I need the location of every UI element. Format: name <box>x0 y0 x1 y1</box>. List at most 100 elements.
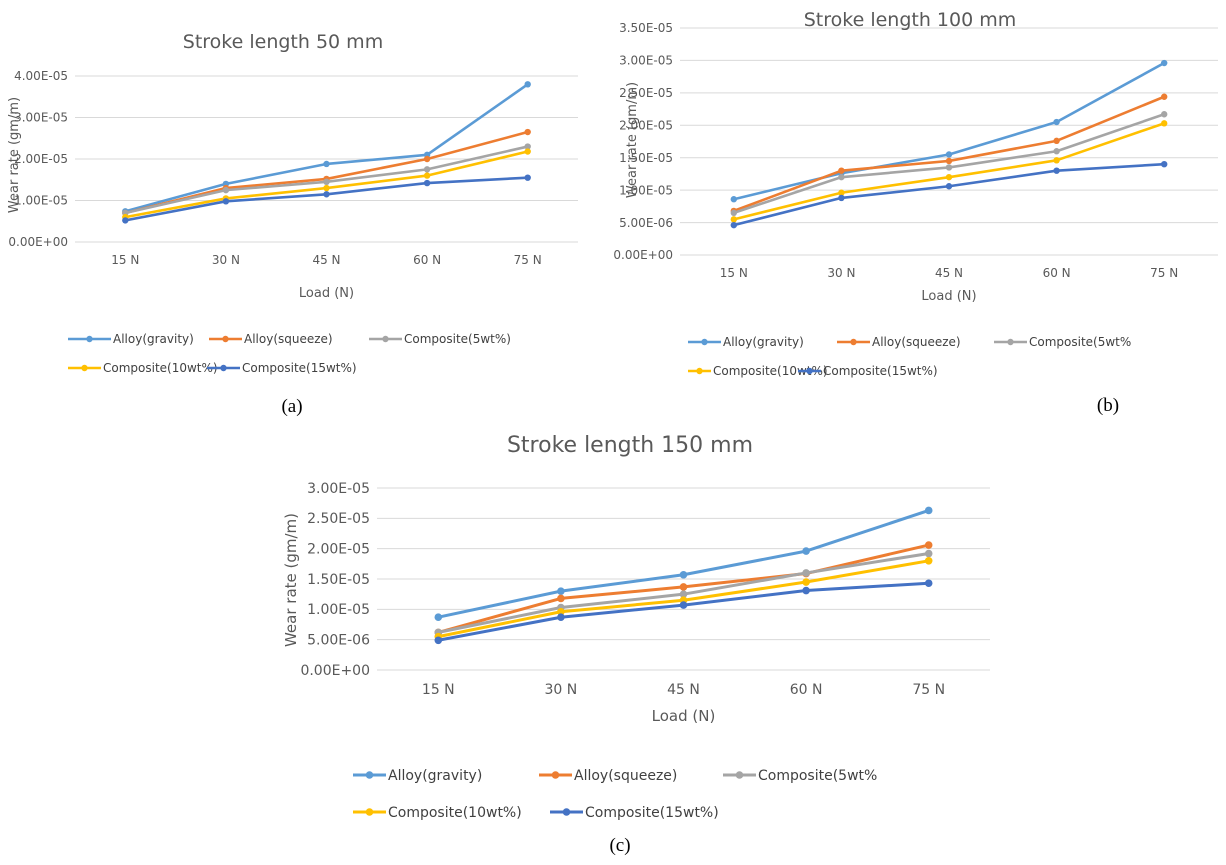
legend-label: Composite(5wt%) <box>404 332 511 346</box>
data-point <box>730 209 737 217</box>
x-tick-label: 15 N <box>720 266 748 280</box>
data-point <box>423 172 431 179</box>
legend-label: Composite(10wt%) <box>713 364 828 378</box>
y-axis-label: Wear rate (gm/m) <box>7 97 22 213</box>
y-axis-label: Wear rate (gm/m) <box>625 82 640 198</box>
y-tick-label: 1.00E-05 <box>307 602 370 618</box>
legend-label: Alloy(gravity) <box>723 335 804 349</box>
legend-marker <box>806 367 813 375</box>
data-point <box>945 157 953 165</box>
data-point <box>524 148 531 155</box>
data-point <box>423 179 431 187</box>
data-point <box>924 506 933 515</box>
chart-stroke-100mm: 0.00E+00 5.00E-06 1.00E-05 1.50E-05 2.00E-05… <box>613 9 1218 416</box>
data-point <box>557 587 565 595</box>
data-point <box>323 184 330 192</box>
legend-marker <box>551 771 560 779</box>
data-point <box>945 173 953 181</box>
data-point <box>524 174 531 181</box>
data-point <box>802 578 810 586</box>
x-tick-label: 75 N <box>514 253 542 267</box>
legend-label: Composite(10wt%) <box>388 805 522 821</box>
x-axis-label: Load (N) <box>921 289 976 304</box>
y-tick-label: 0.00E+00 <box>300 663 370 679</box>
y-tick-label: 2.50E-05 <box>619 86 673 100</box>
legend-marker <box>1007 338 1014 346</box>
data-point <box>1161 120 1168 127</box>
legend-label: Alloy(gravity) <box>113 332 194 346</box>
data-point <box>945 183 953 190</box>
y-tick-label: 2.00E-05 <box>14 152 68 166</box>
data-point <box>838 189 845 196</box>
data-point <box>945 151 953 158</box>
y-tick-label: 1.50E-05 <box>307 572 370 588</box>
x-tick-label: 15 N <box>111 253 139 267</box>
legend-label: Composite(15wt%) <box>585 805 719 821</box>
chart-title: Stroke length 150 mm <box>507 433 753 458</box>
data-point <box>730 221 737 229</box>
y-tick-label: 3.00E-05 <box>307 481 370 497</box>
y-tick-label: 1.50E-05 <box>619 151 673 165</box>
data-point <box>222 186 230 194</box>
legend-marker <box>382 335 389 343</box>
data-point <box>557 594 565 603</box>
data-point <box>838 194 845 202</box>
x-tick-label: 75 N <box>912 682 945 698</box>
data-point <box>802 547 810 555</box>
data-point <box>924 579 933 588</box>
chart-title: Stroke length 50 mm <box>183 31 383 53</box>
legend-label: Composite(5wt% <box>758 768 877 784</box>
chart-stroke-50mm: 0.00E+00 1.00E-05 2.00E-05 3.00E-05 4.00E-05… <box>7 31 578 417</box>
data-point <box>434 636 443 645</box>
data-point <box>1053 148 1060 155</box>
y-tick-label: 5.00E-06 <box>307 633 370 649</box>
data-point <box>1161 59 1168 67</box>
data-point <box>1161 93 1168 100</box>
legend-label: Composite(5wt% <box>1029 335 1131 349</box>
y-tick-label: 5.00E-06 <box>619 216 673 230</box>
x-tick-label: 60 N <box>413 253 441 267</box>
data-point <box>222 198 230 205</box>
data-point <box>679 601 688 609</box>
data-point <box>1161 161 1168 168</box>
data-point <box>838 173 845 181</box>
x-axis-label: Load (N) <box>652 707 716 725</box>
y-axis-label: Wear rate (gm/m) <box>282 513 300 647</box>
x-tick-label: 60 N <box>790 682 823 698</box>
data-point <box>323 191 330 198</box>
data-point <box>423 155 431 163</box>
x-axis-label: Load (N) <box>299 286 354 301</box>
data-point <box>802 586 810 595</box>
legend-marker <box>735 771 744 779</box>
data-point <box>1053 167 1060 174</box>
x-tick-label: 60 N <box>1043 266 1071 280</box>
legend-marker <box>86 335 93 343</box>
figure-caption: (b) <box>1097 395 1119 416</box>
data-point <box>924 541 933 549</box>
data-point <box>924 557 933 565</box>
y-tick-label: 3.50E-05 <box>619 21 673 35</box>
figure-caption: (a) <box>281 396 302 417</box>
y-tick-label: 2.50E-05 <box>307 511 370 527</box>
data-point <box>679 570 688 579</box>
y-tick-label: 0.00E+00 <box>8 235 68 249</box>
data-point <box>323 160 330 168</box>
data-point <box>557 607 565 616</box>
data-point <box>924 549 933 558</box>
data-point <box>524 128 531 136</box>
y-tick-label: 4.00E-05 <box>14 69 68 83</box>
x-tick-label: 45 N <box>935 266 963 280</box>
data-point <box>524 81 531 88</box>
y-tick-label: 2.00E-05 <box>619 118 673 132</box>
data-point <box>1053 157 1060 164</box>
legend-marker <box>365 771 374 779</box>
data-point <box>423 166 431 173</box>
data-point <box>323 178 330 186</box>
legend-marker <box>220 364 227 372</box>
legend-marker <box>850 338 857 346</box>
y-tick-label: 1.00E-05 <box>619 183 673 197</box>
legend-marker <box>222 335 229 343</box>
legend-marker <box>365 808 374 816</box>
x-tick-label: 45 N <box>312 253 340 267</box>
data-point <box>557 613 565 622</box>
